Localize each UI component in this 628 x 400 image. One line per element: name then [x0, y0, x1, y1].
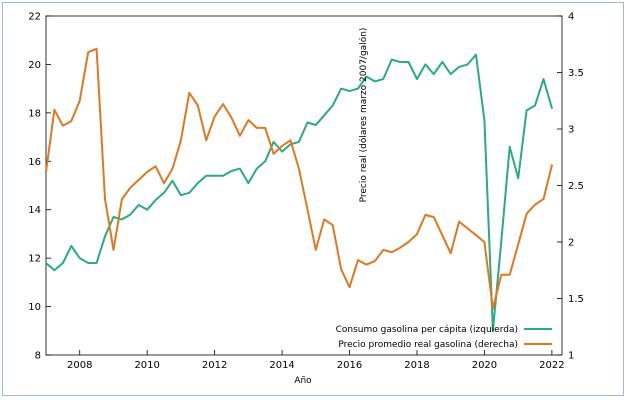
x-tick-label: 2014: [269, 360, 294, 371]
x-tick-label: 2010: [134, 360, 159, 371]
left-tick-label: 14: [28, 205, 41, 216]
legend-label-consumo: Consumo gasolina per cápita (izquierda): [336, 325, 518, 335]
left-tick-label: 22: [28, 12, 41, 23]
right-tick-label: 4: [568, 12, 574, 23]
legend: Consumo gasolina per cápita (izquierda) …: [336, 325, 552, 350]
x-axis-ticks: 2008 2010 2012 2014 2016 2018 2020 2022: [67, 350, 565, 371]
x-tick-label: 2020: [472, 360, 497, 371]
left-tick-label: 20: [28, 60, 41, 71]
series-line-precio: [45, 47, 553, 310]
right-axis-ticks: 1 1.5 2 2.5 3 3.5 4: [557, 12, 584, 362]
right-tick-label: 3: [568, 125, 574, 136]
left-tick-label: 12: [28, 254, 41, 265]
right-axis-label: Precio real (dólares marzo 2007/galón): [358, 28, 369, 203]
x-axis-label: Año: [294, 376, 312, 386]
chart-frame: [2, 2, 624, 396]
series-layer: [45, 47, 553, 332]
right-tick-label: 2: [568, 238, 574, 249]
right-tick-label: 2.5: [568, 181, 584, 192]
left-tick-label: 16: [28, 157, 41, 168]
legend-label-precio: Precio promedio real gasolina (derecha): [338, 340, 518, 350]
right-tick-label: 1.5: [568, 294, 584, 305]
x-tick-label: 2022: [539, 360, 564, 371]
x-tick-label: 2008: [67, 360, 92, 371]
right-tick-label: 3.5: [568, 68, 584, 79]
series-line-consumo: [45, 53, 553, 332]
left-tick-label: 8: [35, 351, 41, 362]
left-tick-label: 10: [28, 302, 41, 313]
x-tick-label: 2018: [404, 360, 429, 371]
x-tick-label: 2012: [202, 360, 227, 371]
left-axis-ticks: 8 10 12 14 16 18 20 22: [28, 12, 51, 362]
right-tick-label: 1: [568, 351, 574, 362]
left-tick-label: 18: [28, 108, 41, 119]
x-tick-label: 2016: [337, 360, 362, 371]
plot-area: [45, 15, 563, 356]
